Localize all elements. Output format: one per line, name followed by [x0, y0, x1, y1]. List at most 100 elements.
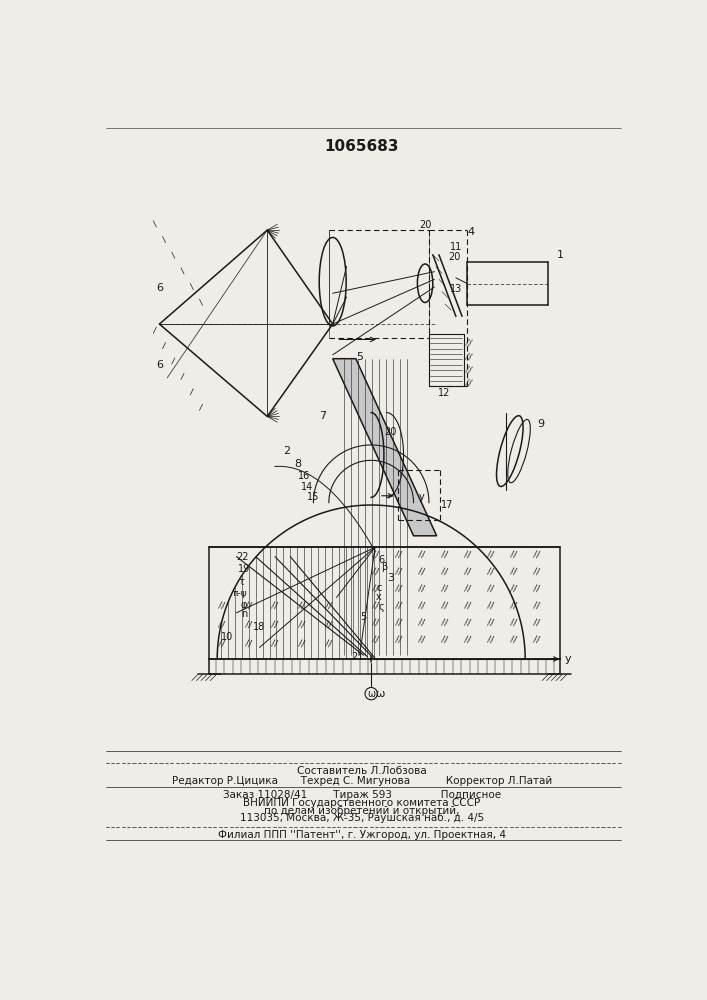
- Text: //: //: [418, 635, 425, 645]
- Text: //: //: [371, 550, 379, 560]
- Text: //: //: [418, 550, 425, 560]
- Text: //: //: [298, 600, 305, 610]
- Text: //: //: [395, 601, 402, 611]
- Text: //: //: [371, 601, 379, 611]
- Text: //: //: [487, 635, 494, 645]
- Text: //: //: [487, 567, 494, 577]
- Text: 9: 9: [537, 419, 544, 429]
- Text: 20: 20: [419, 220, 431, 230]
- Text: β: β: [381, 562, 387, 572]
- Text: 21: 21: [351, 652, 363, 662]
- Text: //: //: [465, 351, 473, 361]
- Text: //: //: [395, 635, 402, 645]
- Text: ω: ω: [367, 689, 375, 699]
- Text: 4: 4: [468, 227, 475, 237]
- Text: //: //: [510, 635, 518, 645]
- Text: //: //: [533, 584, 540, 594]
- Text: //: //: [371, 618, 379, 628]
- Text: //: //: [418, 584, 425, 594]
- Text: //: //: [418, 601, 425, 611]
- Text: //: //: [487, 601, 494, 611]
- Text: //: //: [510, 601, 518, 611]
- Text: 16: 16: [298, 471, 310, 481]
- Text: //: //: [510, 584, 518, 594]
- Text: 20: 20: [448, 252, 460, 262]
- Text: 2: 2: [283, 446, 290, 456]
- Text: n: n: [241, 609, 247, 619]
- Text: 11: 11: [450, 242, 462, 252]
- Text: //: //: [464, 584, 471, 594]
- Text: //: //: [395, 567, 402, 577]
- Text: //: //: [395, 550, 402, 560]
- Text: ω: ω: [375, 689, 385, 699]
- Text: 8: 8: [295, 459, 302, 469]
- Text: //: //: [464, 618, 471, 628]
- Text: 6: 6: [378, 555, 385, 565]
- Text: 12: 12: [438, 388, 450, 398]
- Text: 1: 1: [556, 250, 563, 260]
- Text: //: //: [371, 567, 379, 577]
- Text: //: //: [510, 567, 518, 577]
- Text: //: //: [440, 618, 448, 628]
- Text: //: //: [440, 601, 448, 611]
- Text: 7: 7: [319, 411, 326, 421]
- Text: //: //: [464, 567, 471, 577]
- Text: 15: 15: [308, 492, 320, 502]
- Text: //: //: [217, 600, 225, 610]
- Text: //: //: [371, 635, 379, 645]
- Polygon shape: [333, 359, 437, 536]
- Text: //: //: [395, 618, 402, 628]
- Text: //: //: [271, 619, 279, 629]
- Text: //: //: [440, 584, 448, 594]
- Text: 13: 13: [450, 284, 462, 294]
- Text: 5: 5: [361, 612, 367, 622]
- Text: //: //: [464, 550, 471, 560]
- Text: c: c: [377, 583, 382, 593]
- Text: 17: 17: [440, 500, 453, 510]
- Text: //: //: [510, 618, 518, 628]
- Text: φ: φ: [241, 600, 247, 610]
- Text: //: //: [325, 639, 332, 649]
- Text: 3: 3: [387, 573, 394, 583]
- Text: Заказ 11028/41        Тираж 593               Подписное: Заказ 11028/41 Тираж 593 Подписное: [223, 790, 501, 800]
- Text: //: //: [465, 338, 473, 348]
- Text: по делам изобретений и открытий,: по делам изобретений и открытий,: [264, 806, 460, 816]
- Text: ВНИИПИ Государственного комитета СССР: ВНИИПИ Государственного комитета СССР: [243, 798, 481, 808]
- Text: //: //: [298, 619, 305, 629]
- Text: τ: τ: [238, 577, 244, 587]
- Text: //: //: [395, 584, 402, 594]
- Text: 5: 5: [356, 352, 363, 362]
- Text: //: //: [440, 567, 448, 577]
- Text: //: //: [371, 584, 379, 594]
- Text: //: //: [464, 635, 471, 645]
- Text: //: //: [533, 550, 540, 560]
- Text: π-ψ: π-ψ: [232, 589, 247, 598]
- Text: //: //: [440, 550, 448, 560]
- Text: //: //: [271, 639, 279, 649]
- Text: Составитель Л.Лобзова: Составитель Л.Лобзова: [297, 766, 427, 776]
- Text: 20: 20: [385, 427, 397, 437]
- Text: //: //: [298, 639, 305, 649]
- Text: 1065683: 1065683: [325, 139, 399, 154]
- Text: //: //: [440, 635, 448, 645]
- Text: //: //: [533, 567, 540, 577]
- Text: //: //: [325, 619, 332, 629]
- Text: //: //: [533, 601, 540, 611]
- Text: //: //: [244, 619, 252, 629]
- Text: 10: 10: [221, 632, 233, 642]
- Text: //: //: [217, 639, 225, 649]
- Text: 18: 18: [253, 622, 266, 632]
- Text: ς: ς: [378, 602, 384, 612]
- Text: y: y: [419, 492, 424, 502]
- Text: //: //: [464, 601, 471, 611]
- Text: //: //: [510, 550, 518, 560]
- Text: Редактор Р.Цицика       Техред С. Мигунова           Корректор Л.Патай: Редактор Р.Цицика Техред С. Мигунова Кор…: [172, 776, 552, 786]
- Text: 6: 6: [156, 283, 163, 293]
- Text: //: //: [244, 639, 252, 649]
- Text: //: //: [465, 364, 473, 375]
- Text: //: //: [533, 618, 540, 628]
- Text: 113035, Москва, Ж-35, Раушская наб., д. 4/5: 113035, Москва, Ж-35, Раушская наб., д. …: [240, 813, 484, 823]
- Text: //: //: [487, 584, 494, 594]
- Text: //: //: [217, 619, 225, 629]
- Text: 22: 22: [236, 552, 249, 562]
